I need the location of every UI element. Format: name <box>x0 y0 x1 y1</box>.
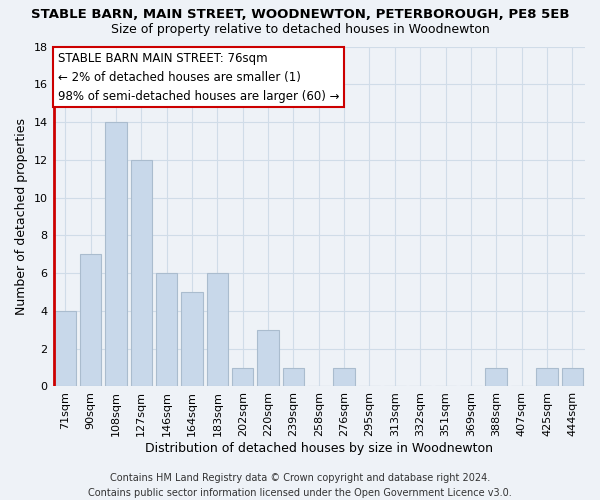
Text: STABLE BARN, MAIN STREET, WOODNEWTON, PETERBOROUGH, PE8 5EB: STABLE BARN, MAIN STREET, WOODNEWTON, PE… <box>31 8 569 20</box>
Bar <box>105 122 127 386</box>
Bar <box>283 368 304 386</box>
Bar <box>257 330 279 386</box>
Bar <box>131 160 152 386</box>
Bar <box>55 311 76 386</box>
Text: Size of property relative to detached houses in Woodnewton: Size of property relative to detached ho… <box>110 22 490 36</box>
Bar <box>232 368 253 386</box>
Bar <box>181 292 203 386</box>
Bar <box>206 273 228 386</box>
Text: Contains HM Land Registry data © Crown copyright and database right 2024.
Contai: Contains HM Land Registry data © Crown c… <box>88 472 512 498</box>
Text: STABLE BARN MAIN STREET: 76sqm
← 2% of detached houses are smaller (1)
98% of se: STABLE BARN MAIN STREET: 76sqm ← 2% of d… <box>58 52 340 102</box>
Bar <box>562 368 583 386</box>
Y-axis label: Number of detached properties: Number of detached properties <box>15 118 28 315</box>
X-axis label: Distribution of detached houses by size in Woodnewton: Distribution of detached houses by size … <box>145 442 493 455</box>
Bar <box>80 254 101 386</box>
Bar <box>334 368 355 386</box>
Bar <box>156 273 178 386</box>
Bar <box>485 368 507 386</box>
Bar <box>536 368 558 386</box>
